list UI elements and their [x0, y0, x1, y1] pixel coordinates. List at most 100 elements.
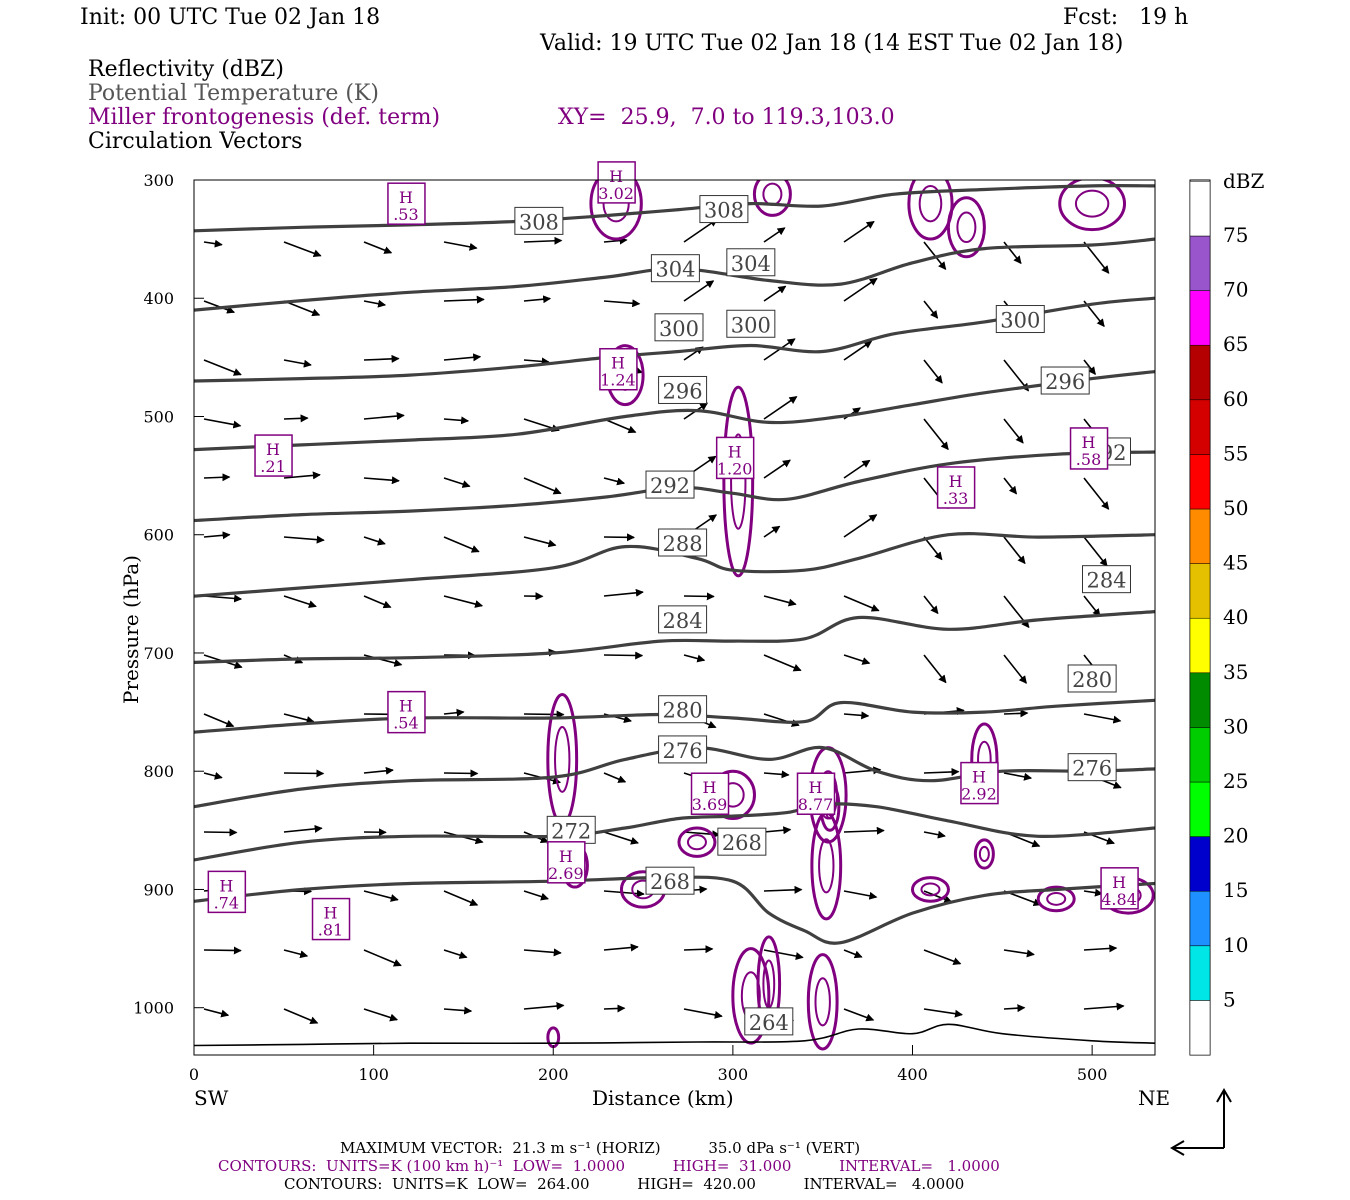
circulation-vector — [443, 769, 479, 778]
theta-label-box — [654, 313, 704, 342]
circulation-vector — [603, 236, 628, 245]
colorbar-segment — [1189, 1000, 1211, 1056]
field-circulation-vectors: Circulation Vectors — [88, 129, 303, 154]
colorbar-segment — [1189, 181, 1211, 237]
theta-label-box — [1067, 753, 1117, 782]
circulation-vector — [283, 949, 309, 959]
frontogenesis-contour — [677, 826, 717, 858]
circulation-vector — [203, 359, 242, 376]
frontogenesis-contour — [1058, 180, 1127, 232]
theta-label-box — [726, 248, 776, 277]
frontogenesis-max-marker: H — [219, 876, 233, 895]
frontogenesis-max-value: .74 — [214, 893, 239, 912]
theta-label-box — [658, 695, 708, 724]
x-tick-label: 300 — [718, 1065, 749, 1084]
circulation-vector — [763, 227, 786, 243]
circulation-vector — [283, 1008, 319, 1024]
circulation-vector — [363, 949, 402, 967]
theta-label-box — [717, 827, 767, 856]
frontogenesis-max-box — [936, 466, 976, 509]
theta-label-box — [658, 735, 708, 764]
max-vector-text: MAXIMUM VECTOR: 21.3 m s⁻¹ (HORIZ) 35.0 … — [340, 1139, 861, 1157]
circulation-vector — [1083, 477, 1110, 510]
circulation-vector — [603, 943, 639, 952]
circulation-vector — [283, 824, 323, 833]
frontogenesis-max-value: .58 — [1076, 450, 1101, 469]
frontogenesis-contour — [814, 977, 831, 1027]
colorbar-label: 20 — [1223, 824, 1248, 848]
frontogenesis-max-marker: H — [728, 442, 742, 461]
theta-label: 268 — [722, 831, 762, 855]
frontogenesis-max-value: 8.77 — [798, 795, 834, 814]
colorbar-label: 10 — [1223, 933, 1248, 957]
colorbar-segment — [1189, 945, 1211, 1001]
theta-label: 288 — [663, 532, 703, 556]
theta-label-box — [645, 866, 695, 895]
circulation-vector — [443, 295, 485, 304]
circulation-vector — [763, 396, 798, 420]
frontogenesis-contour — [818, 838, 835, 894]
theta-label: 272 — [551, 819, 591, 843]
frontogenesis-contour — [722, 385, 755, 578]
frontogenesis-max-marker: H — [949, 472, 963, 491]
theta-contour-line — [194, 745, 1155, 809]
frontogenesis-max-box — [715, 436, 755, 480]
circulation-vector — [523, 236, 563, 245]
circulation-vector — [763, 285, 787, 302]
frontogenesis-max-marker: H — [399, 188, 413, 207]
x-tick-label: 200 — [538, 1065, 569, 1084]
circulation-vector — [203, 239, 223, 248]
circulation-vector — [603, 651, 644, 660]
circulation-vector — [763, 595, 797, 607]
circulation-vector — [763, 826, 792, 835]
frontogenesis-contour — [1046, 892, 1067, 906]
frontogenesis-contour — [554, 725, 571, 793]
circulation-vector — [203, 771, 223, 780]
circulation-vectors — [203, 218, 1125, 1024]
frontogenesis-contour — [730, 433, 747, 530]
circulation-vector — [283, 414, 309, 423]
circulation-vector — [923, 890, 953, 904]
theta-contours — [194, 184, 1155, 1047]
circulation-vector — [523, 357, 550, 366]
frontogenesis-max-value: 3.69 — [692, 795, 728, 814]
circulation-vector — [1083, 713, 1122, 724]
circulation-vector — [683, 592, 715, 601]
colorbar-label: 35 — [1223, 660, 1248, 684]
frontogenesis-contour — [762, 182, 783, 206]
theta-contour-line — [194, 532, 1155, 598]
colorbar-label: 75 — [1223, 223, 1248, 247]
theta-label: 284 — [663, 609, 703, 633]
theta-label: 296 — [1045, 370, 1085, 394]
frontogenesis-max-marker: H — [703, 778, 717, 797]
field-reflectivity: Reflectivity (dBZ) — [88, 57, 284, 82]
y-tick-label: 300 — [143, 171, 174, 190]
theta-label-box — [1067, 664, 1117, 693]
circulation-vector — [283, 595, 317, 609]
x-tick-label: 500 — [1077, 1065, 1108, 1084]
colorbar-label: 65 — [1223, 332, 1248, 356]
theta-label: 280 — [1072, 668, 1112, 692]
theta-label-box — [514, 206, 564, 235]
circulation-vector — [1003, 949, 1035, 958]
circulation-vector — [603, 299, 641, 308]
circulation-vector — [283, 471, 321, 480]
circulation-vector — [763, 949, 804, 961]
y-tick-label: 700 — [143, 644, 174, 663]
circulation-vector — [843, 340, 873, 361]
circulation-vector — [363, 476, 400, 485]
colorbar-label: 60 — [1223, 387, 1248, 411]
frontogenesis-contour — [686, 834, 707, 851]
circulation-vector — [363, 595, 392, 609]
circulation-vector — [603, 889, 645, 898]
colorbar-label: 50 — [1223, 496, 1248, 520]
theta-label: 304 — [731, 252, 771, 276]
circulation-vector — [843, 220, 875, 243]
frontogenesis-max-value: .33 — [943, 489, 968, 508]
circulation-vector — [763, 770, 790, 779]
colorbar-title: dBZ — [1223, 169, 1265, 193]
circulation-vector — [1003, 241, 1022, 265]
circulation-vector — [443, 1006, 473, 1015]
circulation-vector — [843, 949, 863, 959]
